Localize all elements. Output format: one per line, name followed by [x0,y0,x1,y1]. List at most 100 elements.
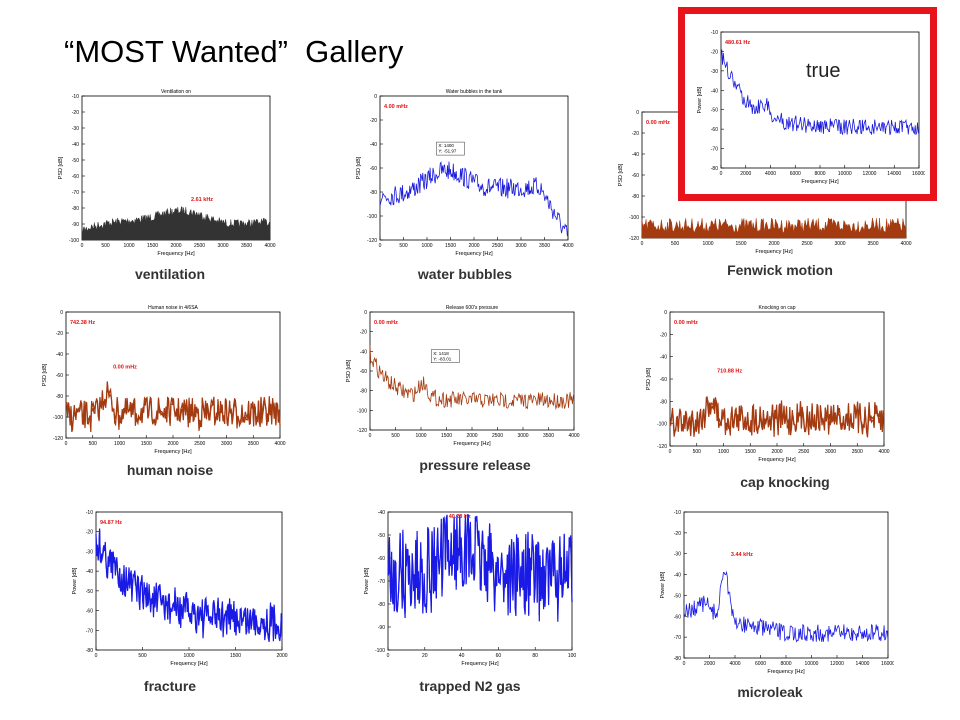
x-tick-label: 4000 [562,243,573,249]
x-tick-label: 0 [65,441,68,447]
data-series [669,395,885,438]
y-tick-label: -90 [72,222,79,228]
y-axis-label: PSD [dB] [346,359,352,382]
water-bubbles-svg: Water bubbles in the tank 0 -20 -40 -60 -80 -1… [356,89,574,257]
series-line [387,515,573,622]
x-tick-label: 100 [568,653,577,659]
x-tick-label: 2500 [798,449,809,455]
y-tick-label: 0 [636,110,639,116]
x-axis-label: Frequency [Hz] [758,457,796,463]
y-axis-label: Power [dB] [364,567,370,594]
x-tick-label: 8000 [814,171,825,177]
x-tick-label: 0 [720,171,723,177]
y-tick-label: -50 [378,533,385,539]
human-noise-plot: Human noise in 4/6SA 0 -20 -40 -60 -80 -100 -12… [36,300,286,460]
x-tick-label: 1500 [230,653,241,659]
x-axis-label: Frequency [Hz] [170,661,208,667]
data-series [65,381,281,433]
pressure-release-plot: Release 600's pressure 0 -20 -40 -60 -80 -100 -… [340,300,580,452]
x-tick-label: 0 [669,449,672,455]
y-tick-label: -40 [56,352,63,358]
y-tick-label: -50 [72,158,79,164]
x-tick-label: 40 [459,653,465,659]
peak-annotation: 480.61 Hz [725,40,750,46]
data-series [369,345,575,410]
x-tick-label: 2000 [740,171,751,177]
y-tick-label: -80 [86,648,93,654]
x-tick-label: 500 [138,653,147,659]
x-tick-label: 4000 [264,243,275,249]
water-bubbles-caption: water bubbles [417,266,513,282]
x-tick-label: 2500 [194,441,205,447]
series-area [641,217,907,239]
y-tick-label: -20 [660,332,667,338]
x-tick-label: 1000 [183,653,194,659]
y-tick-label: -70 [72,190,79,196]
data-series [641,217,907,239]
fracture-caption: fracture [143,678,197,694]
y-tick-label: -40 [660,355,667,361]
y-tick-label: -80 [711,166,718,172]
x-tick-label: 4000 [878,449,889,455]
y-tick-label: -30 [72,126,79,132]
y-tick-label: -20 [370,118,377,124]
peak-annotation: 0.00 mHz [113,365,137,371]
plot-title: Water bubbles in the tank [446,89,503,95]
y-tick-label: -60 [632,173,639,179]
y-tick-label: -40 [711,88,718,94]
cap-knocking-plot: Knocking on cap 0 -20 -40 -60 -80 -100 -120 0 500… [640,300,890,468]
x-tick-label: 60 [496,653,502,659]
ventilation-caption: ventilation [134,266,205,282]
y-tick-label: -40 [370,142,377,148]
y-tick-label: -40 [360,349,367,355]
y-tick-label: -60 [660,377,667,383]
microleak-svg: -10 -20 -30 -40 -50 -60 -70 -800 2000 4000 6000 800… [660,510,895,675]
y-tick-label: -60 [370,166,377,172]
x-tick-label: 500 [101,243,110,249]
data-series [387,514,573,622]
x-tick-label: 2000 [466,433,477,439]
x-tick-label: 2500 [801,241,812,247]
x-tick-label: 3000 [517,433,528,439]
highlighted-plot-frame: -10 -20 -30 -40 -50 -60 -70 -80 0 2000 4000 6000 800… [678,7,937,201]
y-tick-label: -40 [72,142,79,148]
y-tick-label: 0 [664,310,667,316]
plot-title: Ventilation on [161,89,191,95]
x-tick-label: 3500 [867,241,878,247]
y-tick-label: -80 [378,602,385,608]
x-axis-label: Frequency [Hz] [801,179,839,185]
highlight-svg: -10 -20 -30 -40 -50 -60 -70 -800 2000 4000 6000 800… [697,30,926,185]
y-tick-label: -20 [56,331,63,337]
y-tick-label: -120 [53,436,63,442]
x-axis-label: Frequency [Hz] [755,249,793,255]
water-bubbles-plot: Water bubbles in the tank 0 -20 -40 -60 -80 -1… [350,84,574,262]
plot-title: Release 600's pressure [446,305,499,311]
x-tick-label: 12000 [830,661,844,667]
x-tick-label: 10000 [838,171,852,177]
data-series [683,570,889,643]
series-line [683,570,889,643]
y-axis-label: Power [dB] [72,567,78,594]
x-tick-label: 1000 [123,243,134,249]
plot-frame [720,31,920,169]
y-tick-label: -70 [86,628,93,634]
x-tick-label: 16000 [881,661,894,667]
y-tick-label: -100 [657,422,667,428]
x-tick-label: 3000 [217,243,228,249]
x-tick-label: 1500 [441,433,452,439]
y-tick-label: -80 [56,394,63,400]
fracture-svg: -10 -20 -30 -40 -50 -60 -70 -800 500 1000 1500 2000… [72,510,288,667]
x-axis-label: Frequency [Hz] [453,441,491,447]
plot-frame [683,511,889,659]
x-tick-label: 3000 [221,441,232,447]
x-tick-label: 3500 [539,243,550,249]
x-tick-label: 3000 [834,241,845,247]
y-tick-label: -40 [632,152,639,158]
y-tick-label: -20 [711,49,718,55]
peak-annotation: 94.87 Hz [100,520,122,526]
x-tick-label: 500 [693,449,702,455]
y-tick-label: -60 [86,609,93,615]
y-tick-label: -30 [86,549,93,555]
data-tip-box [436,141,465,156]
x-tick-label: 2500 [492,433,503,439]
